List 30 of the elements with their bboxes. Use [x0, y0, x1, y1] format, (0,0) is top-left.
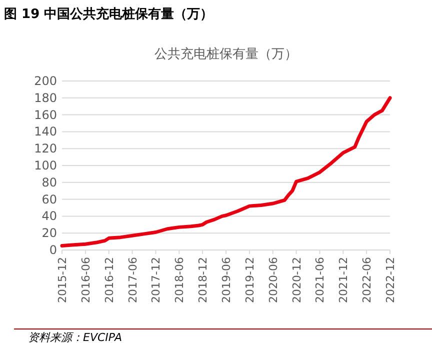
- y-tick-label: 120: [34, 142, 57, 156]
- x-tick-label: 2016-12: [102, 257, 116, 303]
- x-tick-label: 2022-12: [384, 257, 397, 303]
- x-tick-label: 2015-12: [56, 257, 69, 303]
- x-tick-label: 2017-06: [126, 257, 140, 303]
- x-tick-label: 2019-06: [220, 257, 233, 303]
- x-tick-label: 2022-06: [360, 257, 374, 303]
- y-tick-label: 200: [34, 74, 57, 88]
- x-tick-label: 2016-06: [79, 257, 92, 303]
- y-tick-label: 140: [34, 124, 57, 139]
- y-tick-label: 180: [34, 90, 57, 105]
- x-tick-label: 2021-12: [337, 257, 350, 303]
- y-tick-label: 160: [34, 108, 57, 122]
- y-tick-label: 40: [42, 209, 57, 224]
- x-tick-label: 2018-12: [196, 257, 210, 303]
- x-tick-label: 2020-12: [290, 257, 304, 303]
- y-tick-label: 80: [42, 175, 57, 190]
- x-tick-label: 2020-06: [266, 257, 280, 303]
- x-tick-label: 2021-06: [314, 257, 327, 303]
- chart-subtitle: 公共充电桩保有量（万）: [154, 47, 298, 62]
- y-tick-label: 0: [49, 243, 57, 257]
- x-tick-label: 2017-12: [150, 257, 163, 303]
- line-series: [60, 96, 392, 248]
- x-tick-label: 2019-12: [243, 257, 256, 303]
- text: 资料来源：EVCIPA: [28, 331, 122, 343]
- x-tick-label: 2018-06: [173, 257, 186, 303]
- y-tick-label: 20: [42, 226, 57, 240]
- chart-title: 图 19 中国公共充电桩保有量（万）: [4, 6, 214, 22]
- y-tick-label: 60: [42, 192, 57, 206]
- y-tick-label: 100: [34, 158, 57, 172]
